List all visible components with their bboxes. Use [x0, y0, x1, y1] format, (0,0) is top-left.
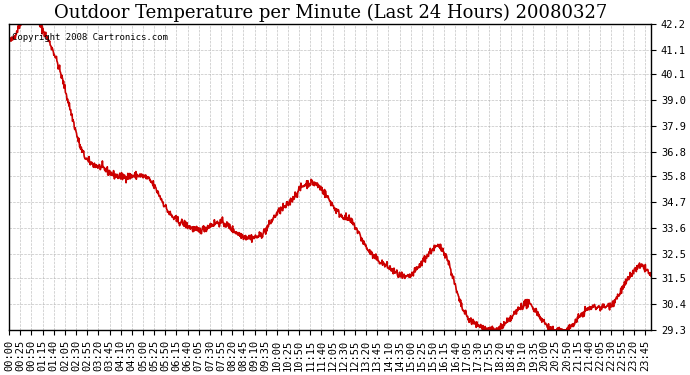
Title: Outdoor Temperature per Minute (Last 24 Hours) 20080327: Outdoor Temperature per Minute (Last 24 …: [54, 4, 607, 22]
Text: Copyright 2008 Cartronics.com: Copyright 2008 Cartronics.com: [12, 33, 168, 42]
